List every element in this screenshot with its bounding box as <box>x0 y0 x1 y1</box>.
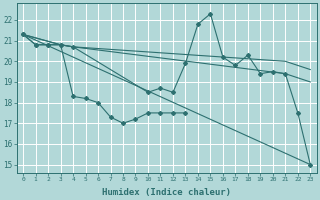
X-axis label: Humidex (Indice chaleur): Humidex (Indice chaleur) <box>102 188 231 197</box>
